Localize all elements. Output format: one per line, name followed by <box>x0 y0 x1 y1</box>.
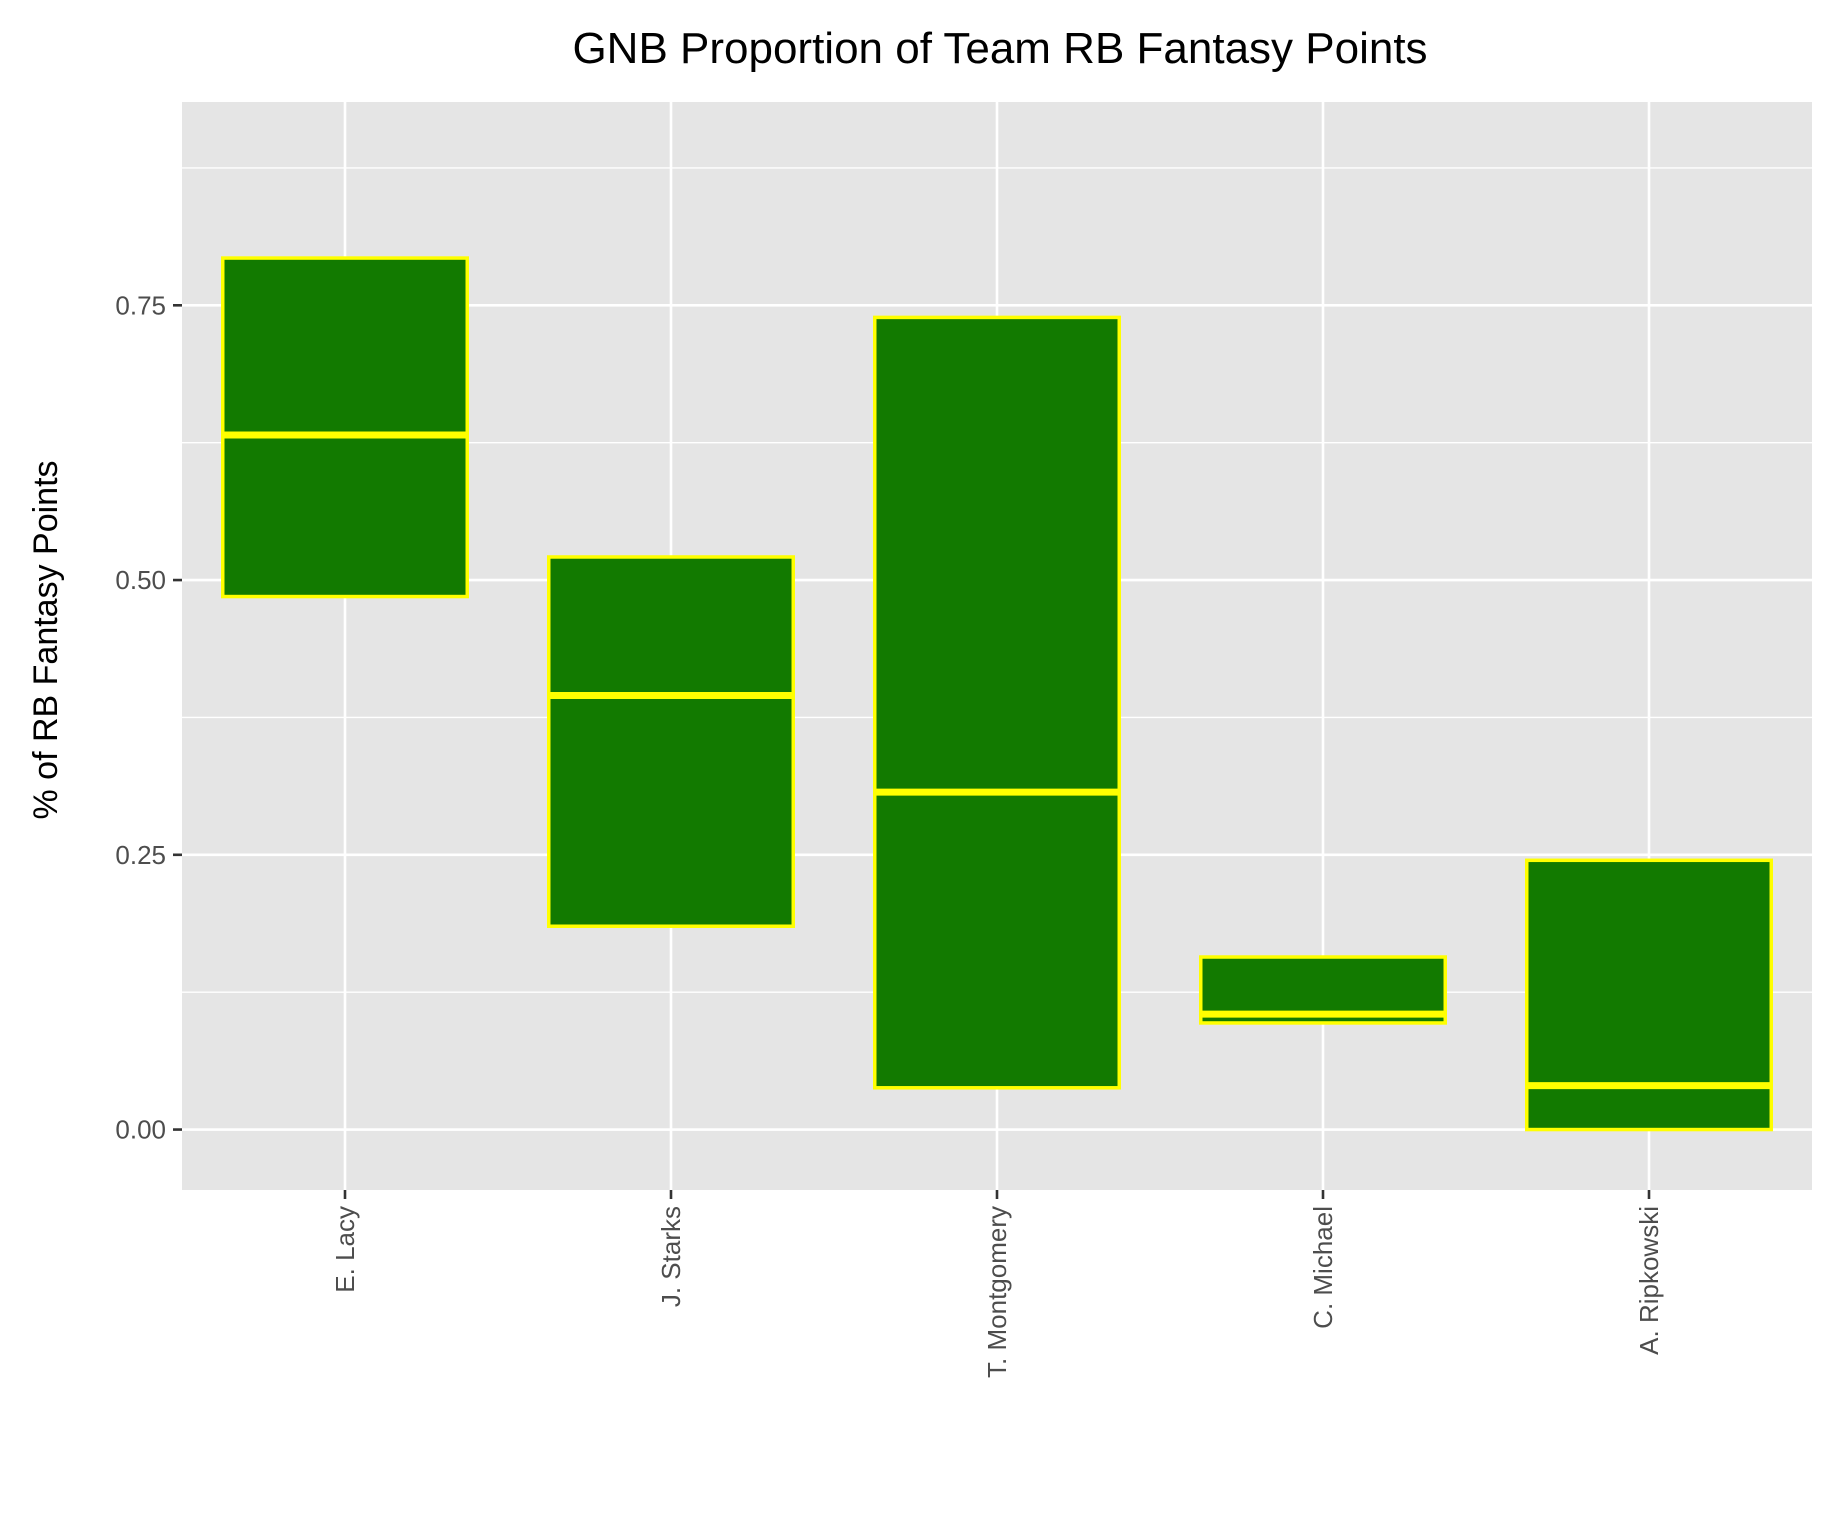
boxes <box>221 256 1773 1132</box>
box-4 <box>1525 858 1773 1132</box>
y-tick-label: 0.75 <box>115 290 166 320</box>
x-tick-label: C. Michael <box>1308 1206 1338 1329</box>
chart-title: GNB Proportion of Team RB Fantasy Points <box>572 24 1427 73</box>
x-tick-label: J. Starks <box>656 1206 686 1307</box>
box-0 <box>221 256 469 599</box>
y-axis: 0.00 0.25 0.50 0.75 <box>115 290 182 1145</box>
box-1 <box>547 555 795 928</box>
x-tick-label: T. Montgomery <box>982 1206 1012 1378</box>
y-tick-label: 0.50 <box>115 565 166 595</box>
x-tick-label: E. Lacy <box>330 1206 360 1293</box>
y-tick-label: 0.25 <box>115 840 166 870</box>
y-tick-label: 0.00 <box>115 1115 166 1145</box>
x-tick-label: A. Ripkowski <box>1634 1206 1664 1355</box>
x-axis: E. Lacy J. Starks T. Montgomery C. Michael A… <box>330 1190 1664 1378</box>
y-axis-title: % of RB Fantasy Points <box>27 460 65 819</box>
box-2 <box>873 315 1121 1090</box>
